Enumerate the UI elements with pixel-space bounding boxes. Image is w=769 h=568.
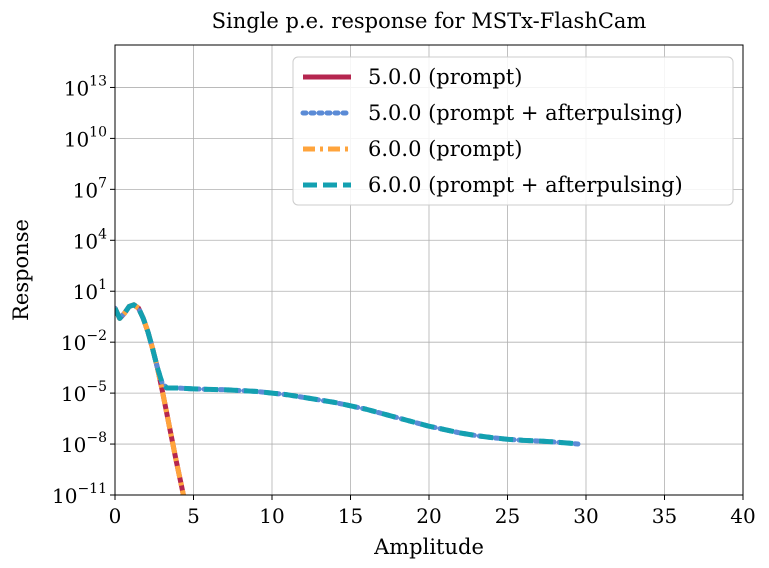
y-tick-label: 1013 [64, 73, 107, 100]
y-tick-label: 104 [73, 226, 107, 253]
y-tick-base: 10 [61, 331, 86, 355]
y-tick-base: 10 [73, 280, 98, 304]
y-tick-label: 10−11 [52, 481, 107, 508]
y-tick-exponent: −11 [77, 481, 107, 497]
y-tick-base: 10 [61, 433, 86, 457]
y-tick-exponent: 1 [98, 277, 107, 293]
x-axis-label: Amplitude [373, 535, 484, 559]
y-tick-exponent: −8 [86, 430, 107, 446]
y-axis-label: Response [9, 219, 33, 321]
chart-title: Single p.e. response for MSTx-FlashCam [212, 9, 647, 33]
y-tick-exponent: 13 [89, 73, 107, 89]
y-tick-base: 10 [61, 382, 86, 406]
x-tick-label: 15 [338, 504, 363, 528]
y-tick-base: 10 [64, 76, 89, 100]
y-tick-base: 10 [73, 178, 98, 202]
legend-label-3: 6.0.0 (prompt) [368, 137, 522, 161]
x-axis-ticks: 0 5 10 15 20 25 30 35 40 [109, 495, 756, 528]
y-tick-base: 10 [52, 484, 77, 508]
y-tick-exponent: 7 [98, 175, 107, 191]
y-tick-label: 10−2 [61, 328, 107, 355]
series-line-2 [115, 302, 581, 447]
legend-label-2: 5.0.0 (prompt + afterpulsing) [368, 101, 683, 125]
y-tick-base: 10 [64, 127, 89, 151]
x-tick-label: 20 [416, 504, 441, 528]
x-tick-label: 0 [109, 504, 122, 528]
y-tick-label: 101 [73, 277, 107, 304]
y-tick-base: 10 [73, 229, 98, 253]
y-tick-exponent: 4 [98, 226, 107, 242]
series-line-3 [115, 302, 186, 495]
x-tick-label: 25 [495, 504, 520, 528]
y-tick-exponent: −2 [86, 328, 107, 344]
series-line-4 [115, 302, 579, 447]
series-layer [115, 302, 581, 495]
legend-label-4: 6.0.0 (prompt + afterpulsing) [368, 173, 683, 197]
x-tick-label: 35 [652, 504, 677, 528]
y-tick-label: 10−8 [61, 430, 107, 457]
x-tick-label: 10 [259, 504, 284, 528]
x-tick-label: 40 [730, 504, 755, 528]
legend: 5.0.0 (prompt) 5.0.0 (prompt + afterpulsi… [292, 56, 734, 206]
legend-box [292, 56, 734, 206]
y-tick-label: 10−5 [61, 379, 107, 406]
x-tick-label: 30 [573, 504, 598, 528]
x-tick-label: 5 [187, 504, 200, 528]
y-tick-label: 1010 [64, 124, 107, 151]
y-tick-label: 107 [73, 175, 107, 202]
legend-label-1: 5.0.0 (prompt) [368, 65, 522, 89]
y-tick-exponent: −5 [86, 379, 107, 395]
y-tick-exponent: 10 [89, 124, 107, 140]
